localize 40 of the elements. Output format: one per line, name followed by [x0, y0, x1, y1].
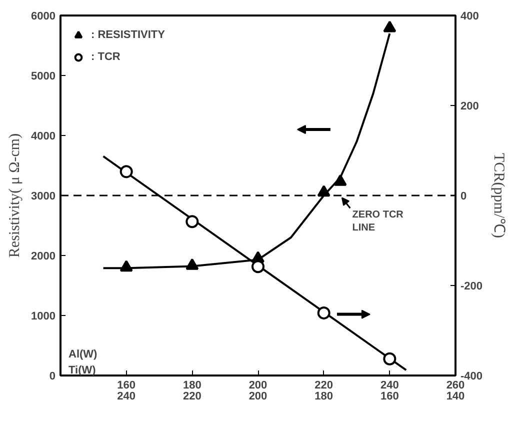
- y2-tick-label: -200: [460, 280, 483, 292]
- y2-tick-label: 400: [460, 10, 479, 22]
- y-tick-label: 2000: [31, 250, 56, 262]
- legend-label: : TCR: [91, 51, 120, 63]
- point: [120, 260, 133, 272]
- x2-tick-label: 180: [314, 390, 334, 402]
- y-tick-label: 5000: [31, 70, 56, 82]
- point: [252, 260, 264, 274]
- x-axis-title: Al(W): [68, 348, 98, 360]
- point: [186, 215, 199, 228]
- x-tick-label: 240: [380, 380, 399, 392]
- y-tick-label: 0: [49, 370, 56, 382]
- point: [317, 306, 330, 320]
- x-tick-label: 220: [314, 380, 334, 392]
- y2-tick-label: 0: [460, 190, 467, 202]
- x2-tick-label: 160: [380, 390, 399, 402]
- point: [334, 174, 347, 186]
- x2-tick-label: 140: [446, 390, 465, 402]
- x2-axis-title: Ti(W): [68, 364, 96, 376]
- y-axis-title: Resistivity( μ Ω-cm): [7, 133, 24, 258]
- y-tick-label: 6000: [31, 10, 56, 22]
- y2-tick-label: -400: [460, 370, 483, 382]
- point: [383, 20, 396, 32]
- x2-tick-label: 200: [248, 390, 268, 402]
- x-tick-label: 160: [117, 380, 136, 392]
- y-tick-label: 4000: [31, 130, 56, 142]
- y2-tick-label: 200: [460, 100, 479, 112]
- point: [383, 352, 396, 366]
- point: [186, 258, 199, 270]
- point: [120, 165, 133, 178]
- legend-label: : RESISTIVITY: [91, 29, 165, 41]
- x2-tick-label: 240: [117, 390, 136, 402]
- ref-line-label: ZERO TCR LINE: [352, 209, 404, 234]
- y-tick-label: 1000: [31, 310, 56, 322]
- x-tick-label: 200: [248, 380, 268, 392]
- x-tick-label: 180: [182, 380, 202, 392]
- y2-axis-title: TCR(ppm/℃): [490, 153, 507, 238]
- x-tick-label: 260: [446, 380, 465, 392]
- y-tick-label: 3000: [31, 190, 56, 202]
- x2-tick-label: 220: [182, 390, 202, 402]
